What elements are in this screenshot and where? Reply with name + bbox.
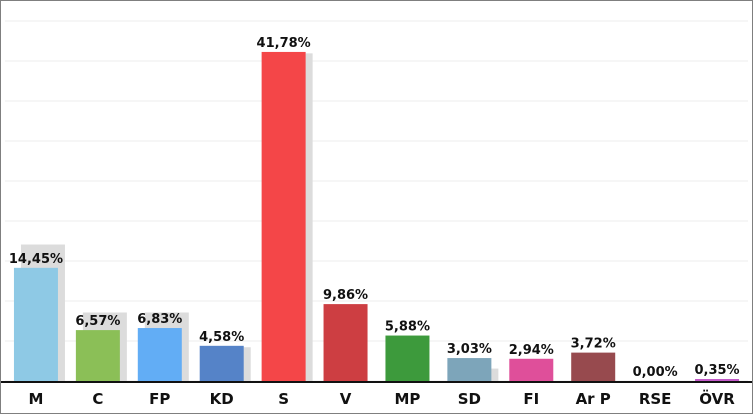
data-label-1: 6,57% — [75, 314, 120, 329]
x-tick-1: C — [92, 390, 103, 408]
data-label-11: 0,35% — [694, 363, 739, 378]
bar-5 — [323, 304, 368, 382]
data-label-2: 6,83% — [137, 312, 182, 327]
bar-1 — [75, 330, 120, 382]
bar-3 — [199, 345, 244, 382]
data-label-9: 3,72% — [571, 337, 616, 352]
bar-7 — [447, 358, 492, 382]
x-tick-7: SD — [458, 390, 481, 408]
data-label-5: 9,86% — [323, 288, 368, 303]
bar-6 — [385, 335, 430, 382]
data-label-3: 4,58% — [199, 330, 244, 345]
bar-11 — [695, 379, 740, 382]
data-label-0: 14,45% — [9, 252, 63, 267]
x-tick-6: MP — [394, 390, 420, 408]
x-tick-5: V — [340, 390, 352, 408]
x-tick-0: M — [28, 390, 43, 408]
x-tick-8: FI — [523, 390, 539, 408]
x-tick-2: FP — [149, 390, 170, 408]
data-label-6: 5,88% — [385, 320, 430, 335]
data-label-10: 0,00% — [633, 365, 678, 380]
bar-9 — [571, 352, 616, 382]
x-tick-4: S — [278, 390, 289, 408]
data-label-7: 3,03% — [447, 342, 492, 357]
x-tick-9: Ar P — [576, 390, 611, 408]
data-label-8: 2,94% — [509, 343, 554, 358]
bar-4 — [261, 51, 306, 383]
bar-0 — [13, 267, 58, 382]
x-tick-3: KD — [210, 390, 234, 408]
x-tick-11: ÖVR — [699, 389, 735, 408]
bar-2 — [137, 328, 182, 382]
data-label-4: 41,78% — [257, 36, 311, 51]
x-tick-10: RSE — [639, 390, 672, 408]
bar-8 — [509, 358, 554, 382]
